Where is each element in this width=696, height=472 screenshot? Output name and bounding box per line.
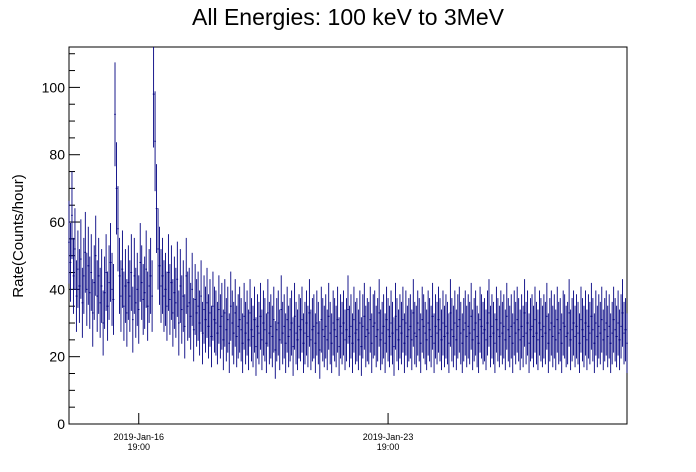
y-tick-label: 0 (57, 416, 65, 432)
y-tick-label: 60 (49, 214, 65, 230)
chart-title: All Energies: 100 keV to 3MeV (192, 4, 504, 30)
y-axis-label: Rate(Counts/hour) (10, 174, 27, 297)
x-tick-label-date: 2019-Jan-16 (113, 432, 164, 442)
y-tick-label: 80 (49, 147, 65, 163)
plot-frame (68, 46, 628, 425)
x-tick-label-time: 19:00 (377, 442, 400, 452)
y-tick-label: 20 (49, 349, 65, 365)
x-tick-label-date: 2019-Jan-23 (363, 432, 414, 442)
y-axis: 0 20 40 60 80 100 (42, 53, 80, 432)
x-tick-label-time: 19:00 (127, 442, 150, 452)
rate-series (68, 47, 628, 379)
y-tick-label: 40 (49, 281, 65, 297)
y-tick-label: 100 (42, 79, 66, 95)
